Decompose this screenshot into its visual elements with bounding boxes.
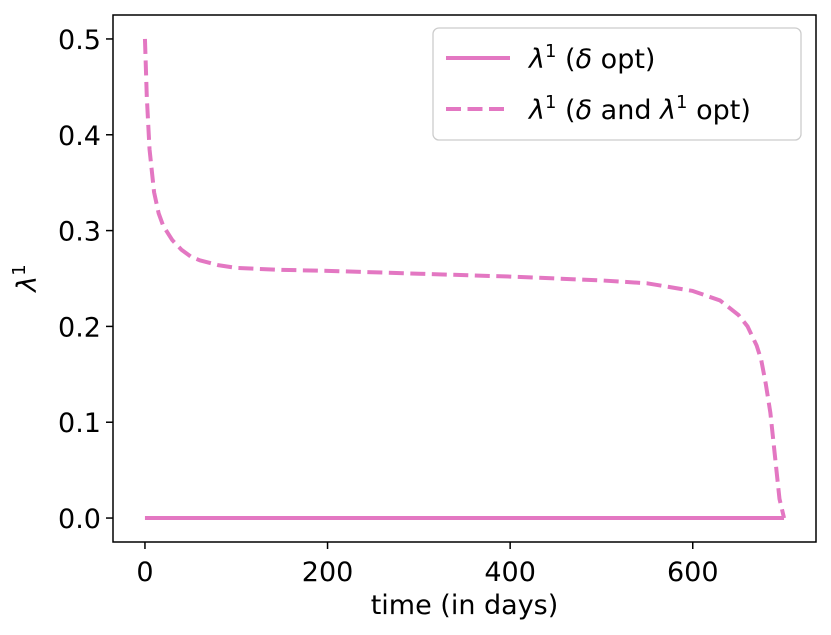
x-tick-label: 600 [667,557,719,588]
x-tick-label: 400 [484,557,536,588]
y-tick-label: 0.1 [58,408,101,439]
x-axis-label: time (in days) [371,590,559,621]
legend-box [432,27,802,141]
y-tick-label: 0.0 [58,504,101,535]
series-line-2 [142,38,786,519]
y-axis-label-base: λ [12,276,43,294]
x-axis-ticks: 0 200 400 600 [136,542,719,588]
y-axis-label: λ1 [9,264,43,293]
x-tick-label: 200 [302,557,354,588]
y-tick-label: 0.5 [58,25,101,56]
plot-frame [112,14,817,543]
y-axis-ticks: 0.0 0.1 0.2 0.3 0.4 0.5 [58,25,113,535]
series-lines [142,38,786,521]
legend-label-2: λ1 (δ and λ1 opt) [527,92,751,126]
y-axis-label-sup: 1 [9,264,30,275]
x-tick-label: 0 [136,557,153,588]
legend-label-1: λ1 (δ opt) [527,41,655,75]
y-tick-label: 0.2 [58,312,101,343]
legend: λ1 (δ opt) λ1 (δ and λ1 opt) [432,27,802,141]
y-tick-label: 0.4 [58,121,101,152]
y-tick-label: 0.3 [58,217,101,248]
